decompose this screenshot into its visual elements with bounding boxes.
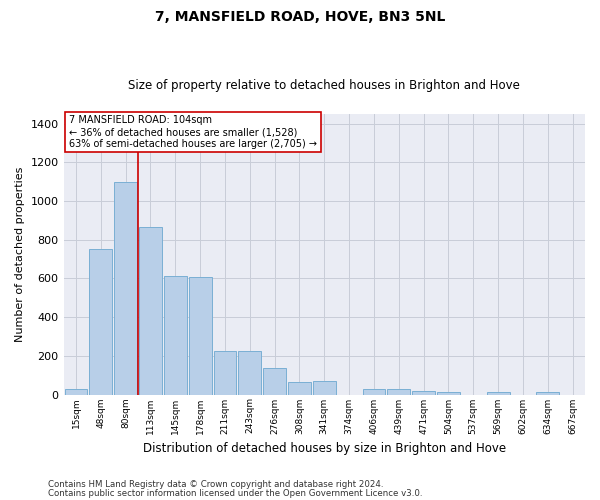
Bar <box>114 182 137 394</box>
Text: Contains HM Land Registry data © Crown copyright and database right 2024.: Contains HM Land Registry data © Crown c… <box>48 480 383 489</box>
Text: Contains public sector information licensed under the Open Government Licence v3: Contains public sector information licen… <box>48 488 422 498</box>
Bar <box>362 388 385 394</box>
Bar <box>437 392 460 394</box>
Bar <box>65 388 88 394</box>
Bar <box>388 388 410 394</box>
Bar <box>188 276 212 394</box>
Bar <box>263 368 286 394</box>
Bar <box>214 351 236 395</box>
Bar <box>288 382 311 394</box>
Bar <box>139 227 162 394</box>
Bar <box>238 351 261 395</box>
Text: 7 MANSFIELD ROAD: 104sqm
← 36% of detached houses are smaller (1,528)
63% of sem: 7 MANSFIELD ROAD: 104sqm ← 36% of detach… <box>69 116 317 148</box>
Bar <box>487 392 509 394</box>
Bar <box>536 392 559 394</box>
Bar <box>412 390 435 394</box>
Text: 7, MANSFIELD ROAD, HOVE, BN3 5NL: 7, MANSFIELD ROAD, HOVE, BN3 5NL <box>155 10 445 24</box>
Bar <box>164 276 187 394</box>
X-axis label: Distribution of detached houses by size in Brighton and Hove: Distribution of detached houses by size … <box>143 442 506 455</box>
Bar <box>313 381 335 394</box>
Y-axis label: Number of detached properties: Number of detached properties <box>15 166 25 342</box>
Title: Size of property relative to detached houses in Brighton and Hove: Size of property relative to detached ho… <box>128 79 520 92</box>
Bar <box>89 250 112 394</box>
